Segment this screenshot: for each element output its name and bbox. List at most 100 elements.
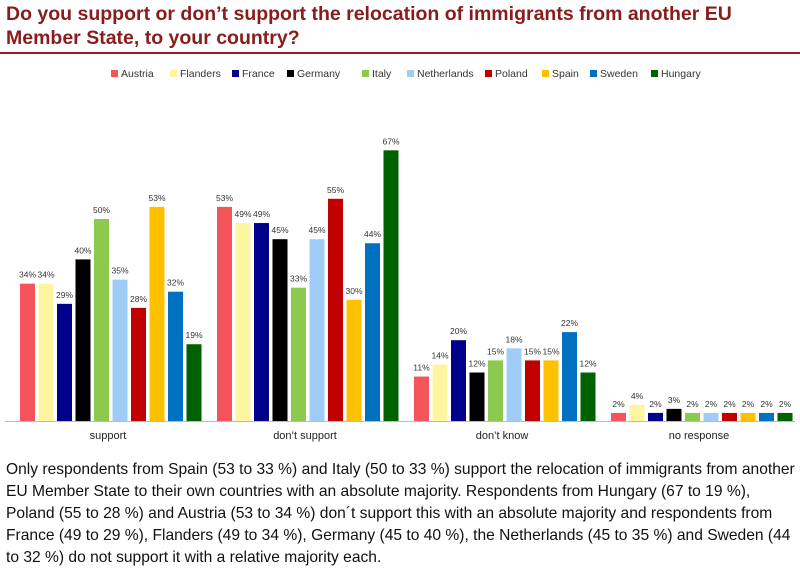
x-tick-label: don’t know — [476, 430, 529, 442]
bar-poland — [525, 360, 540, 421]
data-label: 28% — [130, 294, 147, 304]
legend-label-flanders: Flanders — [180, 68, 221, 80]
bar-austria — [20, 283, 35, 421]
chart-title: Do you support or don’t support the relo… — [6, 3, 732, 49]
data-label: 35% — [111, 266, 128, 276]
legend-label-france: France — [242, 68, 275, 80]
bar-germany — [75, 259, 91, 421]
caption-text: Only respondents from Spain (53 to 33 %)… — [6, 461, 795, 566]
data-label: 19% — [185, 330, 202, 340]
legend-swatch-sweden — [590, 70, 597, 77]
bar-italy — [94, 219, 109, 421]
data-label: 14% — [431, 350, 448, 360]
data-label: 32% — [167, 278, 184, 288]
legend-swatch-poland — [485, 70, 492, 77]
data-label: 53% — [148, 193, 165, 203]
bar-flanders — [432, 364, 448, 421]
data-label: 4% — [631, 391, 644, 401]
bar-germany — [469, 372, 485, 421]
data-label: 2% — [742, 399, 755, 409]
x-tick-label: no response — [669, 430, 730, 442]
bar-flanders — [38, 283, 54, 421]
data-label: 2% — [686, 399, 699, 409]
bar-france — [254, 223, 269, 421]
data-label: 3% — [668, 395, 681, 405]
legend-swatch-spain — [542, 70, 549, 77]
bar-spain — [346, 299, 362, 421]
x-tick-label: don’t support — [273, 430, 337, 442]
x-tick-label: support — [90, 430, 127, 442]
legend-swatch-hungary — [651, 70, 658, 77]
bar-italy — [685, 412, 700, 421]
data-label: 2% — [760, 399, 773, 409]
bar-sweden — [562, 332, 577, 421]
bar-hungary — [777, 412, 793, 421]
title-divider — [0, 52, 800, 54]
bar-germany — [272, 239, 288, 421]
bar-austria — [414, 376, 429, 421]
bar-italy — [488, 360, 503, 421]
data-label: 2% — [723, 399, 736, 409]
data-label: 20% — [450, 326, 467, 336]
legend-label-sweden: Sweden — [600, 68, 638, 80]
bar-netherlands — [703, 412, 719, 421]
bar-poland — [131, 307, 146, 421]
legend-label-poland: Poland — [495, 68, 528, 80]
bar-austria — [611, 412, 626, 421]
legend-swatch-flanders — [170, 70, 177, 77]
legend-swatch-austria — [111, 70, 118, 77]
bar-spain — [740, 412, 756, 421]
data-label: 33% — [290, 274, 307, 284]
bar-sweden — [759, 412, 774, 421]
data-label: 15% — [487, 346, 504, 356]
data-label: 49% — [253, 209, 270, 219]
data-label: 18% — [505, 334, 522, 344]
legend-label-austria: Austria — [121, 68, 154, 80]
data-label: 15% — [524, 346, 541, 356]
data-label: 34% — [37, 270, 54, 280]
data-label: 2% — [612, 399, 625, 409]
bar-italy — [291, 287, 306, 421]
data-label: 12% — [468, 359, 485, 369]
data-label: 49% — [234, 209, 251, 219]
data-label: 30% — [345, 286, 362, 296]
bar-germany — [666, 408, 682, 421]
legend-label-hungary: Hungary — [661, 68, 701, 80]
bar-austria — [217, 206, 232, 421]
bar-netherlands — [112, 279, 128, 421]
data-label: 50% — [93, 205, 110, 215]
bar-hungary — [186, 344, 202, 421]
bar-france — [648, 412, 663, 421]
data-label: 2% — [779, 399, 792, 409]
bar-spain — [543, 360, 559, 421]
legend-swatch-germany — [287, 70, 294, 77]
bar-france — [57, 303, 72, 421]
bar-flanders — [235, 223, 251, 421]
data-label: 34% — [19, 270, 36, 280]
bar-france — [451, 340, 466, 421]
data-label: 45% — [308, 225, 325, 235]
bar-hungary — [383, 150, 399, 421]
legend-swatch-france — [232, 70, 239, 77]
data-label: 67% — [382, 136, 399, 146]
bar-netherlands — [506, 348, 522, 421]
bar-spain — [149, 206, 165, 421]
data-label: 2% — [649, 399, 662, 409]
bar-hungary — [580, 372, 596, 421]
legend-label-germany: Germany — [297, 68, 341, 80]
legend-label-spain: Spain — [552, 68, 579, 80]
data-label: 40% — [74, 245, 91, 255]
bar-sweden — [365, 243, 380, 421]
data-label: 53% — [216, 193, 233, 203]
bar-flanders — [629, 404, 645, 421]
bar-sweden — [168, 291, 183, 421]
data-label: 55% — [327, 185, 344, 195]
data-label: 22% — [561, 318, 578, 328]
data-label: 45% — [271, 225, 288, 235]
legend-swatch-italy — [362, 70, 369, 77]
data-label: 2% — [705, 399, 718, 409]
bar-poland — [722, 412, 737, 421]
data-label: 12% — [579, 359, 596, 369]
data-label: 29% — [56, 290, 73, 300]
bar-poland — [328, 198, 343, 421]
